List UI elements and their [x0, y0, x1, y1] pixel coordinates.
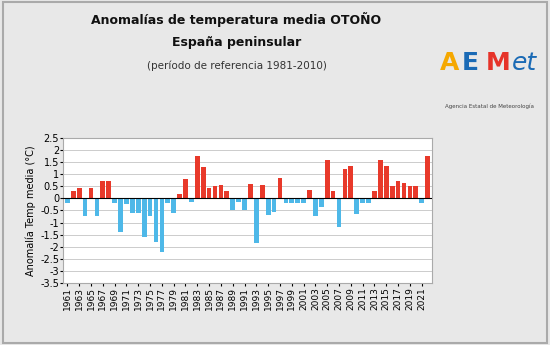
Text: et: et: [512, 51, 537, 75]
Bar: [142, 198, 146, 237]
Text: España peninsular: España peninsular: [172, 36, 301, 49]
Bar: [289, 198, 294, 203]
Bar: [349, 166, 353, 198]
Bar: [101, 181, 105, 198]
Bar: [283, 198, 288, 203]
Bar: [124, 198, 129, 204]
Text: (período de referencia 1981-2010): (período de referencia 1981-2010): [146, 60, 327, 71]
Text: Agencia Estatal de Meteorología: Agencia Estatal de Meteorología: [445, 104, 534, 109]
Bar: [307, 190, 312, 198]
Bar: [183, 179, 188, 198]
Bar: [130, 198, 135, 213]
Bar: [272, 198, 277, 211]
Y-axis label: Anomalía Temp media (°C): Anomalía Temp media (°C): [25, 145, 36, 276]
Bar: [313, 198, 318, 217]
Bar: [301, 198, 306, 203]
Bar: [402, 183, 406, 198]
Bar: [419, 198, 424, 203]
Bar: [354, 198, 359, 214]
Bar: [331, 191, 336, 198]
Bar: [177, 194, 182, 198]
Bar: [236, 198, 241, 202]
Bar: [213, 186, 217, 198]
Bar: [106, 181, 111, 198]
Bar: [408, 186, 412, 198]
Bar: [112, 198, 117, 203]
Bar: [384, 166, 389, 198]
Bar: [378, 160, 383, 198]
Text: E: E: [462, 51, 479, 75]
Text: Anomalías de temperatura media OTOÑO: Anomalías de temperatura media OTOÑO: [91, 12, 382, 27]
Bar: [248, 184, 253, 198]
Bar: [166, 198, 170, 203]
Bar: [260, 185, 265, 198]
Bar: [325, 160, 329, 198]
Bar: [195, 156, 200, 198]
Bar: [254, 198, 258, 243]
Bar: [230, 198, 235, 210]
Bar: [266, 198, 271, 215]
Bar: [118, 198, 123, 232]
Bar: [390, 186, 394, 198]
Bar: [82, 198, 87, 217]
Bar: [360, 198, 365, 203]
Bar: [337, 198, 342, 227]
Bar: [372, 191, 377, 198]
Bar: [319, 198, 324, 207]
Bar: [343, 169, 347, 198]
Bar: [89, 188, 94, 198]
Text: A: A: [440, 51, 459, 75]
Bar: [278, 178, 282, 198]
Bar: [189, 198, 194, 202]
Bar: [95, 198, 99, 217]
Text: M: M: [486, 51, 511, 75]
Bar: [218, 185, 223, 198]
Bar: [242, 198, 247, 210]
Bar: [224, 191, 229, 198]
Bar: [207, 188, 212, 198]
Bar: [366, 198, 371, 203]
Bar: [295, 198, 300, 203]
Bar: [153, 198, 158, 242]
Bar: [71, 191, 76, 198]
Bar: [425, 156, 430, 198]
Bar: [160, 198, 164, 252]
Bar: [136, 198, 141, 213]
Bar: [77, 188, 81, 198]
Bar: [201, 167, 206, 198]
Bar: [396, 181, 400, 198]
Bar: [414, 186, 418, 198]
Bar: [148, 198, 152, 217]
Bar: [65, 198, 70, 203]
Bar: [171, 198, 176, 213]
